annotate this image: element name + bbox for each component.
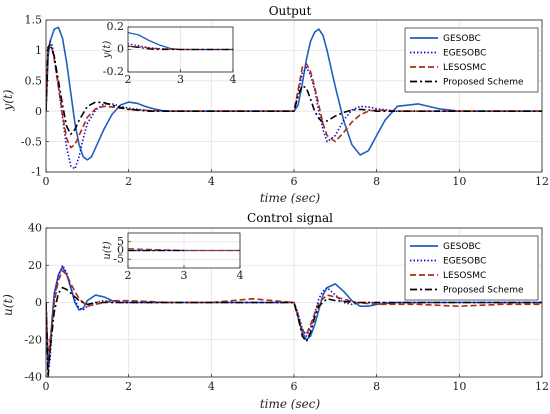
x-tick-label: 12: [535, 380, 549, 393]
x-axis-label: time (sec): [260, 191, 321, 205]
x-tick-label: 6: [291, 175, 298, 188]
legend: GESOBC EGESOBC LESOSMC Proposed Scheme: [404, 27, 539, 93]
x-tick-label: 3: [177, 73, 184, 86]
y-tick-label: 5: [117, 235, 124, 248]
y-tick-label: 0.2: [107, 20, 125, 33]
inset-y-label: y(t): [102, 41, 113, 60]
chart-title: Control signal: [247, 211, 333, 225]
y-tick-label: 1.5: [25, 14, 43, 27]
x-tick-label: 6: [291, 380, 298, 393]
series-line-lesosmc: [46, 270, 542, 360]
legend-entry: LESOSMC: [443, 63, 486, 73]
legend-entry: LESOSMC: [443, 271, 486, 281]
zoom-inset: 2 3 4 -505 u(t): [102, 232, 244, 282]
plot-frame: [45, 19, 543, 173]
legend-entry: EGESOBC: [443, 49, 486, 59]
legend: GESOBC EGESOBC LESOSMC Proposed Scheme: [404, 235, 539, 301]
y-tick-label: -0.2: [103, 65, 124, 78]
y-tick-label: 0: [117, 43, 124, 56]
x-tick-label: 3: [181, 269, 188, 282]
x-tick-label: 12: [535, 175, 549, 188]
x-tick-label: 8: [373, 380, 380, 393]
y-tick-label: -40: [24, 371, 42, 384]
series-line-egesobc: [46, 40, 542, 170]
chart-title: Output: [269, 4, 312, 18]
y-tick-label: 20: [28, 259, 42, 272]
series-line-lesosmc: [128, 45, 233, 51]
x-tick-label: 0: [43, 175, 50, 188]
y-tick-label: 0: [35, 105, 42, 118]
legend-entry: GESOBC: [443, 242, 481, 252]
y-axis-label: y(t): [1, 89, 15, 111]
y-tick-label: 0: [35, 296, 42, 309]
legend-entry: Proposed Scheme: [443, 78, 524, 88]
y-tick-label: -20: [24, 333, 42, 346]
x-tick-label: 2: [125, 380, 132, 393]
y-tick-label: 0.5: [25, 74, 43, 87]
inset-frame: [127, 26, 234, 73]
x-axis-label: time (sec): [260, 397, 321, 411]
x-tick-label: 2: [125, 73, 132, 86]
output-chart: 0 2 4 6 8 10 12 -1 -0.5 0 0.5 1 1.5 2 3 4 -0.2 0 0.2 y(t) GE…: [1, 4, 549, 205]
y-tick-label: -1: [31, 166, 42, 179]
x-tick-label: 10: [452, 175, 466, 188]
inset-frame: [127, 232, 241, 269]
legend-entry: EGESOBC: [443, 257, 486, 267]
x-tick-label: 4: [208, 175, 215, 188]
x-tick-label: 10: [452, 380, 466, 393]
plot-area: 0 2 4 6 8 10 12 -1 -0.5 0 0.5 1 1.5 2 3 4 -0.2 0 0.2 y(t) GE…: [21, 14, 549, 188]
legend-entry: GESOBC: [443, 34, 481, 44]
zoom-inset: 2 3 4 -0.2 0 0.2 y(t): [102, 20, 237, 86]
series-line-egesobc: [46, 264, 542, 375]
legend-entry: Proposed Scheme: [443, 286, 524, 296]
inset-y-label: u(t): [102, 241, 113, 259]
y-tick-label: -5: [113, 252, 124, 265]
series-line-proposed-scheme: [46, 286, 542, 377]
series-line-proposed-scheme: [128, 45, 233, 51]
y-axis-label: u(t): [1, 294, 15, 316]
y-tick-label: -0.5: [21, 135, 42, 148]
x-tick-label: 4: [230, 73, 237, 86]
y-tick-label: 1: [35, 44, 42, 57]
x-tick-label: 4: [208, 380, 215, 393]
x-tick-label: 0: [43, 380, 50, 393]
plot-frame: [45, 227, 543, 378]
y-tick-label: 0: [117, 244, 124, 257]
x-tick-label: 2: [125, 269, 132, 282]
x-tick-label: 8: [373, 175, 380, 188]
x-tick-label: 2: [125, 175, 132, 188]
y-tick-label: 40: [28, 222, 42, 235]
x-tick-label: 4: [237, 269, 244, 282]
